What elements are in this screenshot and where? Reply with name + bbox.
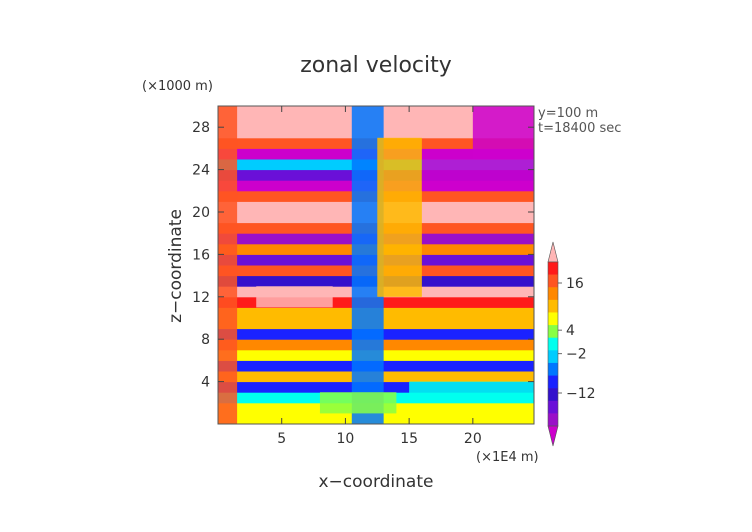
colorbar-top-extension: [547, 241, 559, 263]
colorbar-swatch: [548, 274, 558, 288]
heatmap-region: [472, 106, 534, 159]
heatmap-region: [421, 159, 534, 191]
x-axis-label: x−coordinate: [319, 472, 434, 492]
y-tick-label: 4: [201, 375, 210, 391]
colorbar-label: 4: [566, 323, 575, 339]
colorbar-bottom-extension: [547, 425, 559, 447]
y-tick-label: 20: [192, 205, 210, 221]
heatmap-region: [218, 106, 238, 424]
colorbar-swatch: [548, 312, 558, 326]
x-tick-label: 20: [464, 431, 482, 447]
colorbar-swatch: [548, 362, 558, 376]
annotation-t: t=18400 sec: [538, 121, 621, 136]
colorbar-swatch: [548, 388, 558, 402]
plot-frame: [217, 105, 535, 425]
y-axis: 4 8 12 16 20 24 28: [192, 120, 534, 391]
annotation-y: y=100 m: [538, 106, 598, 121]
x-unit-label: (×1E4 m): [476, 450, 539, 465]
colorbar-swatch: [548, 375, 558, 389]
colorbar-frame: [547, 261, 559, 427]
y-tick-label: 8: [201, 332, 210, 348]
x-tick-label: 5: [277, 431, 286, 447]
colorbar-swatch: [548, 350, 558, 364]
y-tick-label: 28: [192, 120, 210, 136]
x-tick-label: 10: [337, 431, 355, 447]
heatmap-region: [409, 381, 534, 403]
heatmap-region: [377, 137, 422, 297]
colorbar-swatch: [548, 262, 558, 275]
colorbar: 16 4 −2 −12: [547, 241, 596, 447]
y-tick-label: 12: [192, 290, 210, 306]
y-unit-label: (×1000 m): [142, 79, 213, 94]
colorbar-label: 16: [566, 276, 584, 292]
x-axis: 5 10 15 20: [277, 106, 482, 447]
colorbar-swatch: [548, 413, 558, 427]
colorbar-swatch: [548, 287, 558, 301]
heatmap-plot-area: [217, 105, 535, 425]
colorbar-label: −12: [566, 386, 596, 402]
colorbar-swatch: [548, 325, 558, 338]
heatmap-cells: [218, 106, 534, 425]
y-tick-label: 16: [192, 247, 210, 263]
heatmap-region: [256, 286, 333, 308]
colorbar-label: −2: [566, 347, 587, 363]
colorbar-swatch: [548, 400, 558, 414]
chart-title: zonal velocity: [300, 53, 452, 78]
colorbar-swatch: [548, 299, 558, 313]
y-tick-label: 24: [192, 163, 210, 179]
y-axis-label: z−coordinate: [166, 209, 186, 323]
x-tick-label: 15: [400, 431, 418, 447]
colorbar-swatch: [548, 337, 558, 351]
heatmap-region: [319, 392, 397, 414]
